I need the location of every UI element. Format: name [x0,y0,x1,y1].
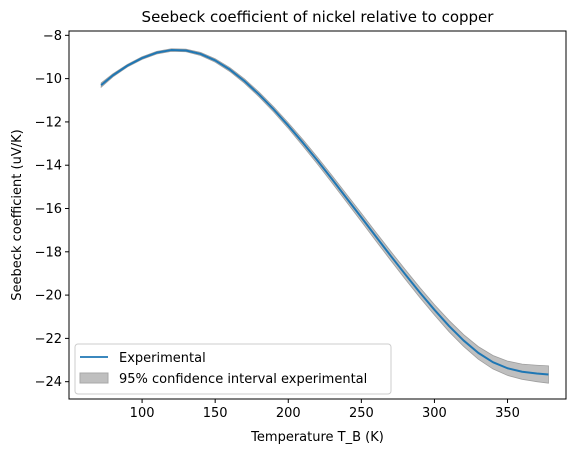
y-tick-label: −22 [35,332,62,347]
y-tick-label: −8 [43,29,62,44]
y-axis-label: Seebeck coefficient (uV/K) [10,129,25,300]
confidence-band-layer [100,48,549,384]
plot-frame [68,30,567,400]
x-tick-label: 250 [349,406,374,421]
y-tick-label: −24 [35,375,62,390]
legend-box [74,343,392,395]
y-tick-label: −20 [35,289,62,304]
y-tick-label: −12 [35,115,62,130]
y-tick-label: −10 [35,72,62,87]
legend-label-experimental: Experimental [119,351,206,366]
x-tick-label: 150 [203,406,228,421]
y-tick-label: −14 [35,159,62,174]
x-axis-label: Temperature T_B (K) [250,430,384,445]
chart-title: Seebeck coefficient of nickel relative t… [142,8,495,26]
confidence-band [100,48,549,384]
y-tick-label: −16 [35,202,62,217]
x-tick-label: 200 [276,406,301,421]
series-line-layer [100,49,549,376]
legend-swatch-confidence-interval [79,372,109,384]
x-tick-label: 300 [422,406,447,421]
y-tick-label: −18 [35,245,62,260]
legend: Experimental 95% confidence interval exp… [74,343,392,395]
x-ticks: 100 150 200 250 300 350 [130,399,520,421]
legend-label-confidence-interval: 95% confidence interval experimental [119,372,367,387]
x-tick-label: 100 [130,406,155,421]
series-line-experimental [100,49,549,376]
x-tick-label: 350 [495,406,520,421]
y-ticks: −24 −22 −20 −18 −16 −14 −12 −10 −8 [35,29,69,390]
